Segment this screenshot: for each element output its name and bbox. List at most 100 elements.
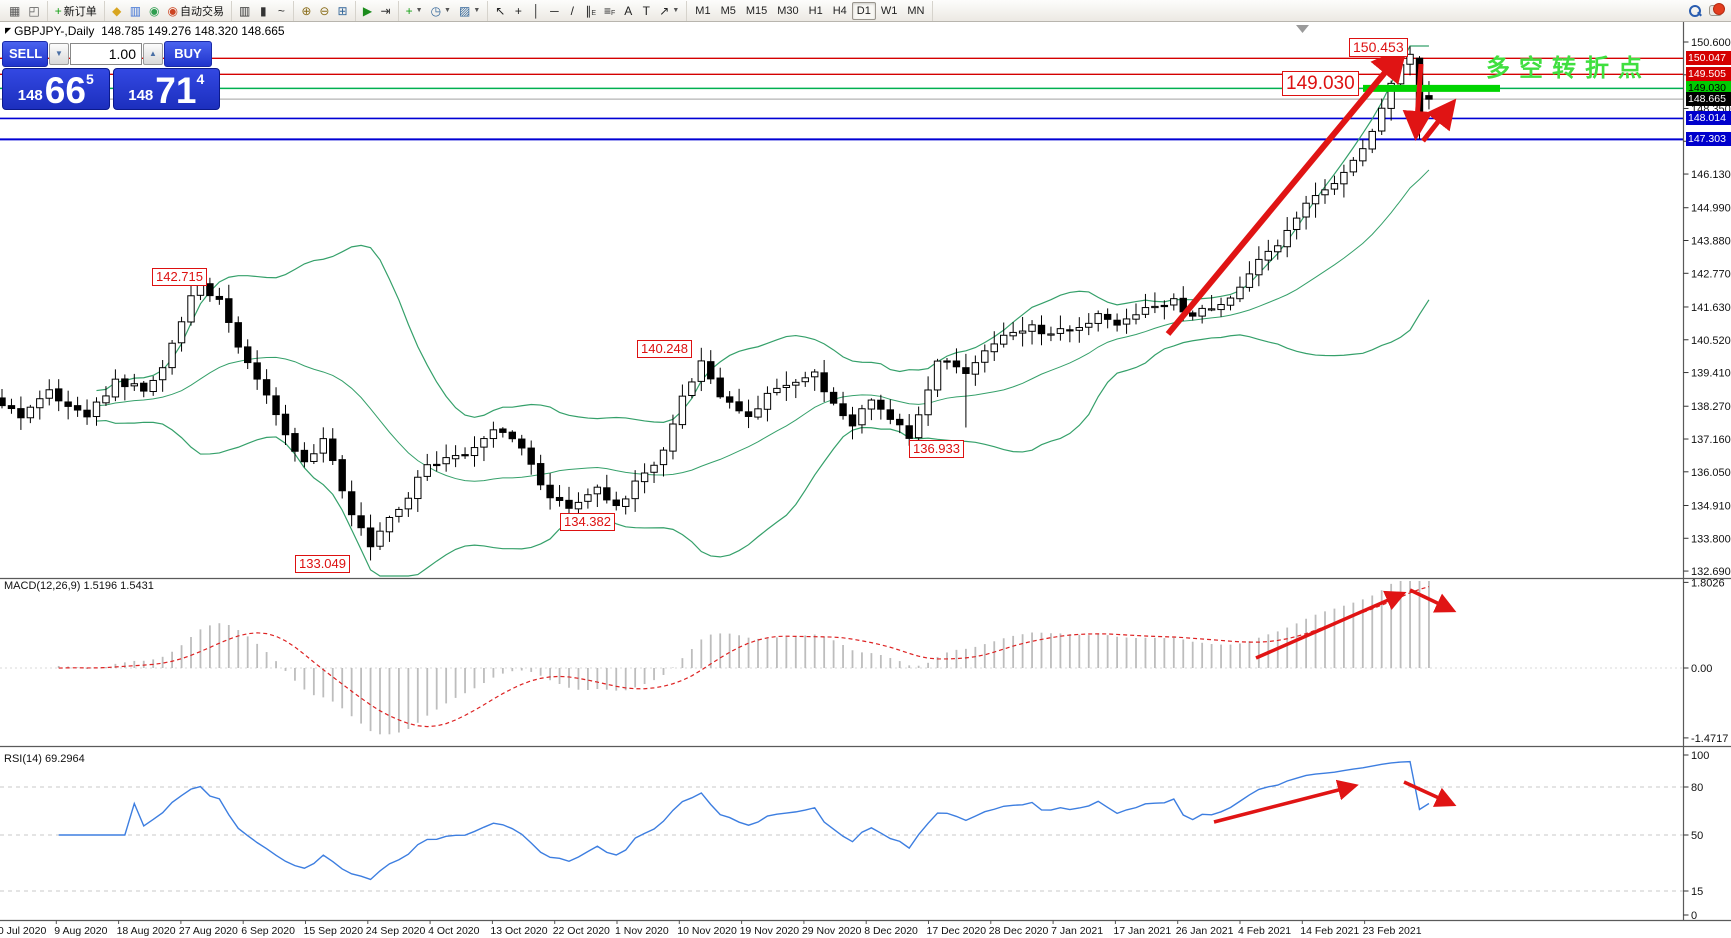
text-icon[interactable]: A [619,2,637,20]
sell-button[interactable]: SELL [2,40,48,67]
autotrading-button-label: 自动交易 [180,5,225,18]
fibonacci-icon[interactable]: ≡ F [600,2,619,20]
zoom-out-icon[interactable]: ⊖ [315,2,333,20]
timeframe-w1[interactable]: W1 [880,4,898,17]
candle-body [612,499,620,507]
candle-body [1198,307,1206,317]
chart-magnifier-icon[interactable]: ◰ [24,2,43,20]
trendline-icon[interactable]: / [563,2,581,20]
candle-body [877,399,885,410]
autotrading-button[interactable]: ◉ 自动交易 [164,2,228,20]
vertical-line-icon[interactable]: │ [527,2,545,20]
candle-body [801,377,809,383]
candle-body [688,381,696,396]
candle-body [45,389,53,399]
candle-body [234,322,242,348]
chart-shift-icon[interactable]: ⇥ [377,2,395,20]
timeframe-m5[interactable]: M5 [720,4,736,17]
candle-body [347,491,356,516]
candle-body [943,360,951,363]
line-chart-icon[interactable]: ~ [272,2,290,20]
annotation-price-label[interactable]: 149.030 [1282,71,1359,97]
candle-body [1236,286,1244,300]
annotation-price-label[interactable]: 140.248 [637,340,692,358]
timeframe-m1[interactable]: M1 [695,4,711,17]
candle-body [536,463,545,486]
zoom-in-icon[interactable]: ⊕ [297,2,315,20]
notifications-button[interactable] [1705,2,1726,20]
candlestick-chart-icon[interactable]: ▮ [254,2,272,20]
rally-arrow[interactable] [1165,45,1408,336]
channel-icon-letter: E [591,10,596,17]
channel-icon[interactable]: ∥ E [581,2,600,20]
drop-arrow[interactable] [1402,63,1433,141]
timeframe-h4[interactable]: H4 [832,4,847,17]
candle-body [442,457,450,465]
cursor-icon[interactable]: ↖ [491,2,509,20]
timeframe-d1[interactable]: D1 [851,1,876,20]
volume-increase-button[interactable]: ▲ [143,42,163,65]
rsi-rally-arrow[interactable] [1213,779,1359,824]
candle-body [366,527,375,548]
candle-body [1000,334,1008,345]
cleaner-icon[interactable]: ◆ [108,2,126,20]
horizontal-line-icon[interactable]: ─ [545,2,563,20]
candle-body [1018,330,1027,334]
chart-shift-marker-icon[interactable] [1296,25,1309,33]
annotation-price-label[interactable]: 142.715 [152,268,207,286]
templates-icon[interactable]: ▨ ▼ [455,2,484,20]
buy-button[interactable]: BUY [164,40,212,67]
bar-chart-icon[interactable]: ▥ [235,2,254,20]
search-button[interactable] [1685,2,1705,20]
annotation-price-label[interactable]: 134.382 [560,513,615,531]
indicators-icon[interactable]: + ▼ [402,2,427,20]
periods-icon[interactable]: ◷ ▼ [427,2,455,20]
timeframe-m30[interactable]: M30 [777,4,799,17]
rsi-turn-arrow[interactable] [1403,780,1457,807]
annotation-price-label[interactable]: 150.453 [1349,38,1408,58]
annotation-price-label[interactable]: 136.933 [909,440,964,458]
bid-price-display[interactable]: 148 66 5 [2,68,110,110]
support-level-segment[interactable] [1363,84,1500,92]
candle-body [414,476,422,500]
arrows-tool-icon[interactable]: ↗ ▼ [655,2,683,20]
candle-body [622,498,630,507]
date-tick-label: 30 Jul 2020 [0,925,46,937]
fibonacci-icon: ≡ [604,3,612,18]
auto-scroll-icon[interactable]: ▶ [359,2,377,20]
candle-body [357,515,365,529]
label-icon[interactable]: T [637,2,655,20]
volume-decrease-button[interactable]: ▼ [49,42,69,65]
timeframe-m15[interactable]: M15 [745,4,768,17]
volume-input[interactable] [70,42,142,65]
timeframe-h1[interactable]: H1 [808,4,823,17]
macd-rally-arrow[interactable] [1255,590,1407,660]
crosshair-icon[interactable]: + [509,2,527,20]
candle-body [1141,307,1150,315]
date-tick-label: 28 Dec 2020 [989,925,1049,937]
candle-body [461,454,469,457]
macd-turn-arrow[interactable] [1409,588,1457,613]
price-chart-canvas[interactable]: 150.600149.490148.350147.240146.130144.9… [0,22,1731,938]
bollinger-upper-band [96,45,1429,423]
annotation-price-label[interactable]: 133.049 [295,555,350,573]
label-icon: T [642,3,650,18]
bounce-arrow[interactable] [1421,98,1457,143]
candle-body [1056,328,1065,334]
ask-main: 71 [155,69,197,111]
macd-scale-label: -1.4717 [1691,733,1728,745]
history-center-icon[interactable]: ▥ [126,2,145,20]
ask-price-display[interactable]: 148 71 4 [112,68,220,111]
candle-body [7,405,16,410]
channel-icon: ∥ [585,3,592,18]
candle-body [1368,130,1376,150]
new-order-button[interactable]: + 新订单 [51,2,101,20]
chart-window-icon[interactable]: ▦ [5,2,24,20]
signals-icon[interactable]: ◉ [145,2,163,20]
dropdown-caret-icon: ▼ [444,7,451,14]
toolbar-group: ⊕ ⊖ ⊞ [294,0,356,21]
candle-body [1255,258,1263,276]
timeframe-mn[interactable]: MN [907,4,925,17]
tile-windows-icon[interactable]: ⊞ [333,2,351,20]
